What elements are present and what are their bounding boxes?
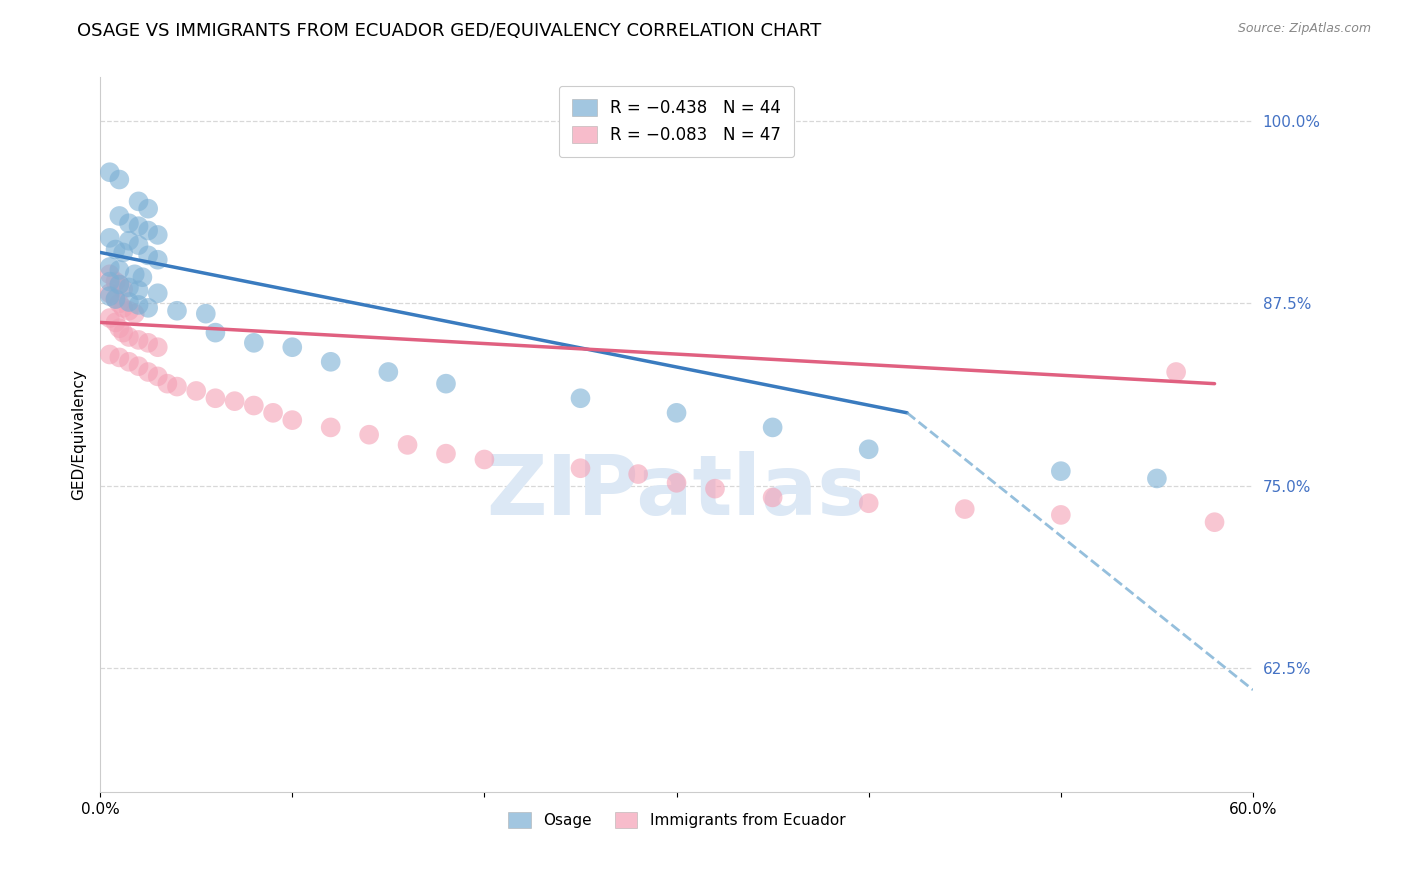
Point bbox=[204, 391, 226, 405]
Point bbox=[108, 296, 131, 310]
Point bbox=[98, 165, 121, 179]
Point bbox=[474, 452, 496, 467]
Point bbox=[396, 438, 419, 452]
Point bbox=[98, 289, 121, 303]
Point bbox=[434, 447, 457, 461]
Point bbox=[704, 482, 727, 496]
Point bbox=[112, 326, 135, 340]
Point bbox=[108, 277, 131, 292]
Point bbox=[569, 391, 592, 405]
Point bbox=[319, 355, 342, 369]
Point bbox=[128, 298, 150, 312]
Point bbox=[118, 280, 141, 294]
Text: ZIPatlas: ZIPatlas bbox=[486, 451, 868, 533]
Point bbox=[128, 333, 150, 347]
Point bbox=[243, 399, 266, 413]
Point bbox=[104, 315, 127, 329]
Point bbox=[108, 172, 131, 186]
Point bbox=[858, 442, 880, 457]
Point bbox=[128, 219, 150, 234]
Point bbox=[98, 231, 121, 245]
Point bbox=[224, 394, 246, 409]
Point bbox=[104, 243, 127, 257]
Point bbox=[104, 292, 127, 306]
Point bbox=[434, 376, 457, 391]
Point bbox=[131, 270, 153, 285]
Point bbox=[281, 340, 304, 354]
Point bbox=[166, 303, 188, 318]
Legend: Osage, Immigrants from Ecuador: Osage, Immigrants from Ecuador bbox=[502, 806, 852, 834]
Point bbox=[108, 263, 131, 277]
Point bbox=[146, 227, 169, 242]
Point bbox=[118, 303, 141, 318]
Point bbox=[108, 321, 131, 335]
Point bbox=[569, 461, 592, 475]
Point bbox=[156, 376, 179, 391]
Point bbox=[627, 467, 650, 481]
Point bbox=[1050, 508, 1073, 522]
Point bbox=[112, 245, 135, 260]
Point bbox=[146, 340, 169, 354]
Text: Source: ZipAtlas.com: Source: ZipAtlas.com bbox=[1237, 22, 1371, 36]
Point bbox=[98, 275, 121, 289]
Point bbox=[359, 427, 381, 442]
Point bbox=[136, 365, 159, 379]
Point bbox=[319, 420, 342, 434]
Point bbox=[281, 413, 304, 427]
Point bbox=[186, 384, 208, 398]
Point bbox=[128, 194, 150, 209]
Point bbox=[98, 311, 121, 326]
Point bbox=[112, 282, 135, 296]
Point bbox=[194, 307, 217, 321]
Point bbox=[98, 286, 121, 301]
Point bbox=[262, 406, 284, 420]
Point bbox=[104, 275, 127, 289]
Point bbox=[108, 351, 131, 365]
Point bbox=[762, 420, 785, 434]
Point bbox=[377, 365, 399, 379]
Point bbox=[136, 301, 159, 315]
Point bbox=[104, 292, 127, 306]
Point bbox=[108, 277, 131, 292]
Point bbox=[146, 369, 169, 384]
Point bbox=[128, 359, 150, 373]
Point bbox=[128, 283, 150, 297]
Point bbox=[858, 496, 880, 510]
Point bbox=[118, 216, 141, 230]
Point bbox=[98, 268, 121, 282]
Text: OSAGE VS IMMIGRANTS FROM ECUADOR GED/EQUIVALENCY CORRELATION CHART: OSAGE VS IMMIGRANTS FROM ECUADOR GED/EQU… bbox=[77, 22, 821, 40]
Point bbox=[136, 202, 159, 216]
Point bbox=[98, 260, 121, 274]
Point bbox=[136, 223, 159, 237]
Point bbox=[136, 248, 159, 262]
Point bbox=[128, 238, 150, 252]
Point bbox=[1166, 365, 1188, 379]
Point bbox=[146, 252, 169, 267]
Point bbox=[953, 502, 976, 516]
Point bbox=[98, 347, 121, 361]
Y-axis label: GED/Equivalency: GED/Equivalency bbox=[72, 369, 86, 500]
Point bbox=[124, 268, 146, 282]
Point bbox=[112, 301, 135, 315]
Point bbox=[124, 307, 146, 321]
Point bbox=[146, 286, 169, 301]
Point bbox=[243, 335, 266, 350]
Point bbox=[1050, 464, 1073, 478]
Point bbox=[762, 491, 785, 505]
Point bbox=[118, 330, 141, 344]
Point bbox=[1146, 471, 1168, 485]
Point bbox=[204, 326, 226, 340]
Point bbox=[108, 209, 131, 223]
Point bbox=[1204, 515, 1226, 529]
Point bbox=[665, 406, 688, 420]
Point bbox=[118, 355, 141, 369]
Point bbox=[665, 475, 688, 490]
Point bbox=[136, 335, 159, 350]
Point bbox=[166, 379, 188, 393]
Point bbox=[118, 234, 141, 248]
Point bbox=[118, 295, 141, 310]
